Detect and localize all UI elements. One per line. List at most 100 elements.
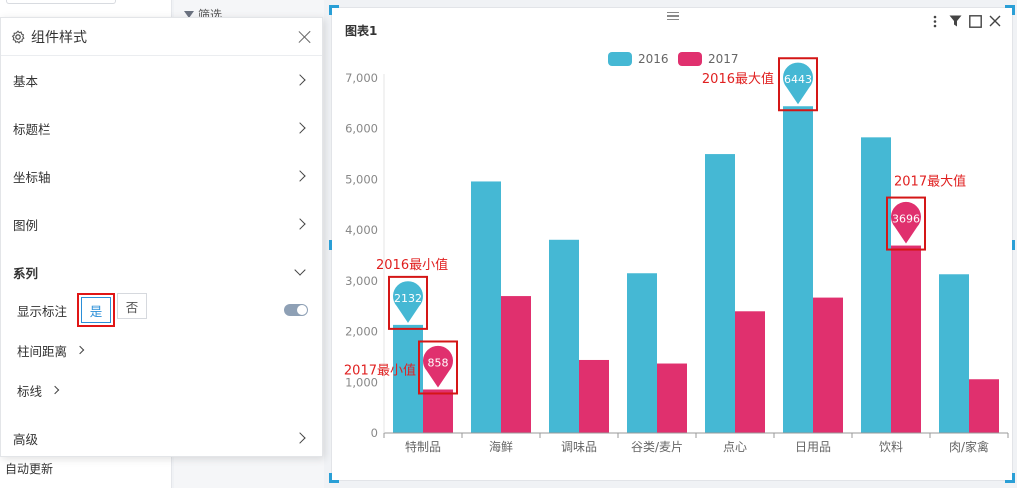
close-icon[interactable] xyxy=(298,30,312,44)
resize-handle[interactable] xyxy=(329,240,332,250)
annotation-2016-max: 2016最大值 xyxy=(702,71,774,87)
mark-line-row[interactable]: 标线 xyxy=(1,370,322,410)
bar-2017 xyxy=(891,245,921,433)
maximize-icon[interactable] xyxy=(968,14,982,28)
section-label: 标题栏 xyxy=(13,121,51,137)
chevron-right-icon xyxy=(294,122,306,134)
component-style-panel: 组件样式 基本 标题栏 坐标轴 图例 系列 显示标注 是 否 xyxy=(0,17,323,457)
legend: 2016 2017 xyxy=(608,52,739,66)
bar-2017 xyxy=(501,296,531,433)
panel-header: 组件样式 xyxy=(1,18,322,56)
section-basic[interactable]: 基本 xyxy=(1,56,322,104)
resize-corner[interactable] xyxy=(1005,473,1015,483)
mark-line-label: 标线 xyxy=(17,383,43,399)
bar-2017 xyxy=(657,363,687,433)
marker-pin-2016-min xyxy=(393,281,423,323)
panel-title: 组件样式 xyxy=(31,29,87,46)
x-tick-label: 饮料 xyxy=(879,440,903,454)
bar-2016 xyxy=(627,273,657,433)
bar-2017 xyxy=(969,379,999,433)
close-icon[interactable] xyxy=(988,14,1002,28)
bar-2016 xyxy=(783,106,813,433)
annotation-2016-min: 2016最小值 xyxy=(376,257,448,273)
marker-label: 3696 xyxy=(892,213,920,226)
show-label-row: 显示标注 是 否 xyxy=(1,290,322,330)
legend-label-2017: 2017 xyxy=(708,52,739,66)
marker-label: 858 xyxy=(428,356,449,369)
resize-corner[interactable] xyxy=(1005,5,1015,15)
section-title-bar[interactable]: 标题栏 xyxy=(1,104,322,152)
bar-2016 xyxy=(549,239,579,433)
x-tick-label: 海鲜 xyxy=(489,439,513,454)
chevron-right-icon xyxy=(75,345,85,355)
y-tick-label: 2,000 xyxy=(345,325,378,339)
y-tick-label: 3,000 xyxy=(345,274,378,288)
filter-icon[interactable] xyxy=(948,14,962,28)
bar-spacing-label: 柱间距离 xyxy=(17,343,68,359)
annotation-2017-max: 2017最大值 xyxy=(894,174,966,190)
chart-toolbar xyxy=(928,14,1002,28)
show-label-text: 显示标注 xyxy=(17,303,68,319)
section-legend[interactable]: 图例 xyxy=(1,200,322,248)
marker-pin-2017-min xyxy=(423,345,453,388)
auto-update-label[interactable]: 自动更新 xyxy=(5,462,54,476)
toggle-switch[interactable] xyxy=(284,304,308,316)
section-series[interactable]: 系列 xyxy=(1,248,322,296)
show-label-toggle: 是 否 xyxy=(77,293,148,327)
y-tick-label: 7,000 xyxy=(345,71,378,85)
section-advanced[interactable]: 高级 xyxy=(1,414,322,462)
y-tick-label: 4,000 xyxy=(345,223,378,237)
marker-pin-2016-max xyxy=(783,62,813,105)
markers: 6443 3696 2132 858 xyxy=(388,57,926,395)
bar-2017 xyxy=(735,311,765,433)
legend-swatch-2016 xyxy=(608,52,632,66)
y-tick-label: 1,000 xyxy=(345,375,378,389)
x-tick-label: 日用品 xyxy=(795,440,831,454)
marker-pin-2017-max xyxy=(891,201,921,244)
bar-chart: 0 1,000 2,000 3,000 4,000 5,000 6,000 7,000 特制品… xyxy=(344,52,1009,454)
y-axis-labels: 0 1,000 2,000 3,000 4,000 5,000 6,000 7,000 xyxy=(345,71,378,440)
highlight-box xyxy=(778,57,818,112)
caret-down-icon xyxy=(184,11,194,18)
highlight-box xyxy=(388,275,428,330)
chevron-right-icon xyxy=(294,432,306,444)
highlight-box xyxy=(886,196,926,251)
section-axis[interactable]: 坐标轴 xyxy=(1,152,322,200)
chevron-right-icon xyxy=(294,74,306,86)
bar-2016 xyxy=(705,154,735,434)
x-tick-label: 谷类/麦片 xyxy=(631,440,683,454)
bar-2016 xyxy=(861,137,891,434)
section-label: 系列 xyxy=(13,265,39,281)
legend-swatch-2017 xyxy=(678,52,702,66)
more-icon[interactable] xyxy=(928,14,942,28)
yes-button[interactable]: 是 xyxy=(81,297,112,323)
chart-widget[interactable]: 图表1 0 1,000 2,000 3,000 4,000 5,000 6,000 7,000… xyxy=(329,5,1015,483)
drag-handle-icon[interactable] xyxy=(667,12,679,20)
chart-title: 图表1 xyxy=(345,24,378,38)
chevron-right-icon xyxy=(50,385,60,395)
highlight-box xyxy=(418,340,458,395)
marker-label: 2132 xyxy=(394,292,422,305)
resize-handle[interactable] xyxy=(1012,240,1015,250)
bars xyxy=(393,106,999,434)
resize-corner[interactable] xyxy=(329,5,339,15)
x-tick-label: 肉/家禽 xyxy=(949,439,989,454)
bar-spacing-row[interactable]: 柱间距离 xyxy=(1,330,322,370)
legend-label-2016: 2016 xyxy=(638,52,669,66)
chevron-right-icon xyxy=(294,170,306,182)
resize-corner[interactable] xyxy=(329,473,339,483)
annotations: 2016最大值 2017最大值 2016最小值 2017最小值 xyxy=(344,71,966,378)
x-tick-label: 调味品 xyxy=(561,440,597,454)
sidebar-top-control xyxy=(6,0,116,4)
x-tick-label: 点心 xyxy=(723,440,747,454)
chevron-right-icon xyxy=(294,218,306,230)
no-button[interactable]: 否 xyxy=(117,293,148,319)
section-label: 图例 xyxy=(13,217,39,233)
y-tick-label: 0 xyxy=(371,426,378,440)
y-tick-label: 5,000 xyxy=(345,172,378,186)
bar-2016 xyxy=(471,181,501,433)
y-tick-label: 6,000 xyxy=(345,122,378,136)
x-tick-label: 特制品 xyxy=(405,439,441,454)
gear-icon xyxy=(11,29,25,44)
bar-2017 xyxy=(813,297,843,433)
